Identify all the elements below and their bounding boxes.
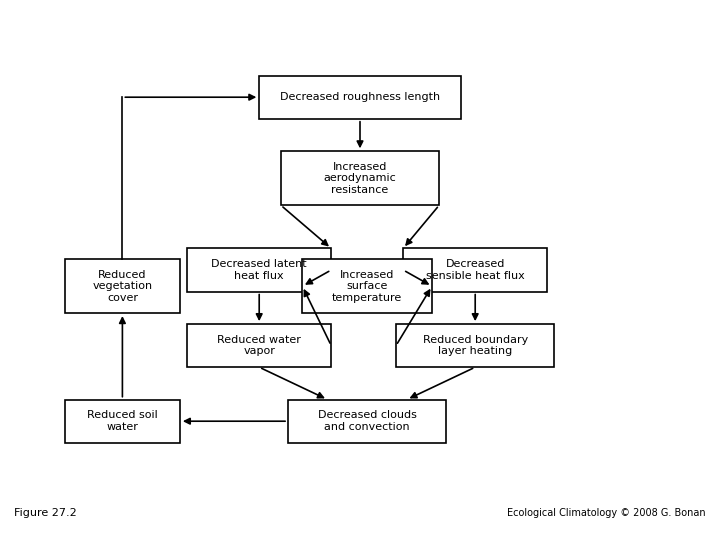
Text: Reduced water
vapor: Reduced water vapor (217, 335, 301, 356)
Text: Decreased
sensible heat flux: Decreased sensible heat flux (426, 259, 525, 281)
Text: Reduced
vegetation
cover: Reduced vegetation cover (92, 269, 153, 303)
FancyBboxPatch shape (65, 259, 180, 313)
FancyBboxPatch shape (288, 400, 446, 443)
Text: Increased
aerodynamic
resistance: Increased aerodynamic resistance (323, 161, 397, 195)
FancyBboxPatch shape (403, 248, 547, 292)
FancyBboxPatch shape (281, 151, 439, 205)
Text: Decreased clouds
and convection: Decreased clouds and convection (318, 410, 417, 432)
FancyBboxPatch shape (65, 400, 180, 443)
Text: Reduced boundary
layer heating: Reduced boundary layer heating (423, 335, 528, 356)
FancyBboxPatch shape (396, 324, 554, 367)
Text: Reduced soil
water: Reduced soil water (87, 410, 158, 432)
Text: Increased
surface
temperature: Increased surface temperature (332, 269, 402, 303)
Text: Decreased latent
heat flux: Decreased latent heat flux (212, 259, 307, 281)
FancyBboxPatch shape (187, 248, 331, 292)
Text: Ecological Climatology © 2008 G. Bonan: Ecological Climatology © 2008 G. Bonan (507, 508, 706, 518)
Text: Figure 27.2: Figure 27.2 (14, 508, 77, 518)
FancyBboxPatch shape (259, 76, 461, 119)
FancyBboxPatch shape (187, 324, 331, 367)
Text: Decreased roughness length: Decreased roughness length (280, 92, 440, 102)
FancyBboxPatch shape (302, 259, 432, 313)
